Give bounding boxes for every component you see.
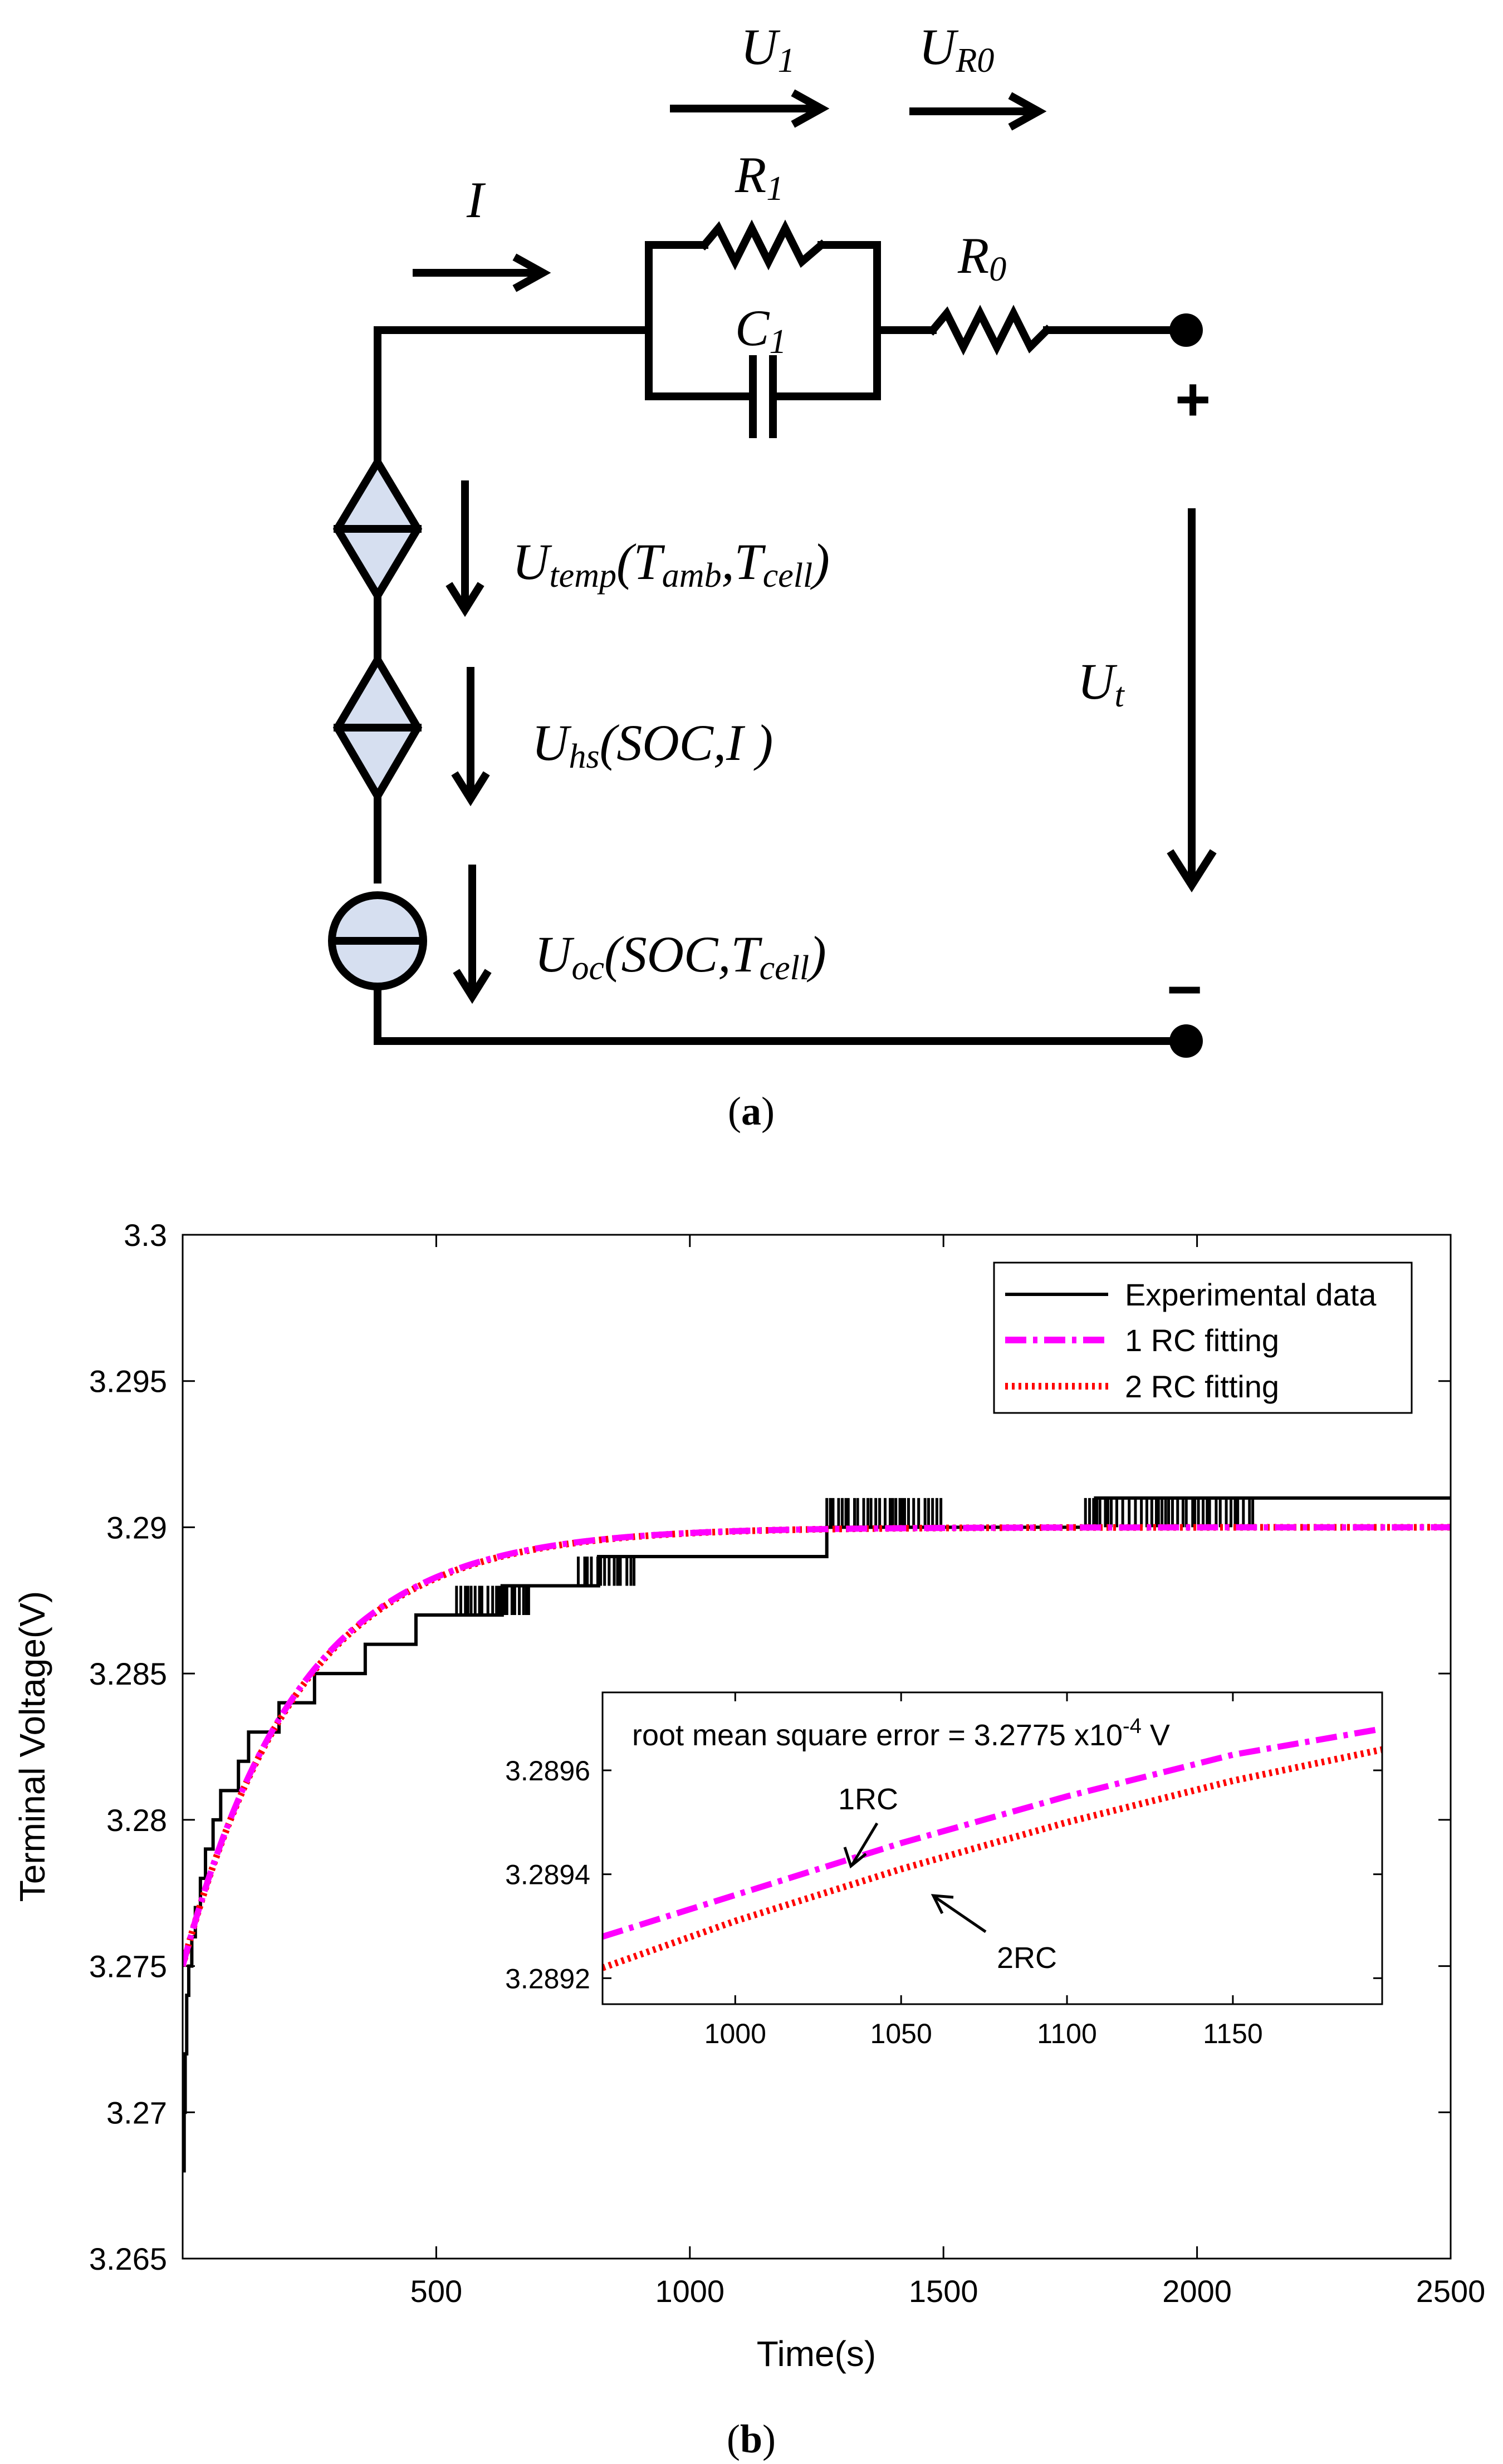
y-tick-label: 3.3: [124, 1218, 167, 1253]
x-tick-label: 2000: [1162, 2274, 1232, 2309]
caption-b: (b): [727, 2417, 776, 2461]
x-tick-label: 1500: [909, 2274, 978, 2309]
legend-label-2rc: 2 RC fitting: [1125, 1369, 1279, 1404]
inset-x-tick-label: 1150: [1203, 2018, 1263, 2049]
label-uhs: Uhs(SOC,I ): [532, 714, 773, 775]
series-experimental-noise: [496, 1586, 530, 1616]
r0-resistor: [927, 305, 1052, 356]
r1-resistor: [699, 219, 827, 271]
label-plus: +: [1175, 365, 1211, 434]
legend: Experimental data 1 RC fitting 2 RC fitt…: [993, 1262, 1413, 1414]
inset-series-1rc-line: [603, 1725, 1382, 1940]
inset-series-2rc-line: [603, 1746, 1382, 1971]
inset-zoom-panel: 1000 1050 1100 1150 3.2892 3.2894 3.2896 root …: [505, 1691, 1383, 2049]
label-current-i: I: [466, 171, 486, 228]
label-utemp: Utemp(Tamb,Tcell): [512, 533, 830, 595]
y-tick-label: 3.295: [89, 1364, 167, 1399]
series-experimental-noise: [825, 1498, 943, 1528]
main-axes-frame: [182, 1234, 1452, 2260]
inset-y-tick-label: 3.2894: [505, 1859, 590, 1891]
u1-arrow: [670, 89, 830, 128]
main-axis-ticks: 500 1000 1500 2000 2500 3.265 3.27 3.275 3.28 3.2…: [89, 1218, 1485, 2309]
uoc-arrow: [453, 865, 492, 1004]
y-tick-label: 3.28: [106, 1803, 167, 1838]
terminal-voltage-chart: 500 1000 1500 2000 2500 3.265 3.27 3.275 3.28 3.2…: [12, 1218, 1485, 2461]
c1-capacitor: [749, 355, 777, 438]
legend-box: [993, 1262, 1413, 1414]
inset-x-tick-label: 1000: [704, 2018, 766, 2049]
y-tick-label: 3.265: [89, 2241, 167, 2276]
series-experimental-noise: [1084, 1498, 1255, 1528]
legend-label-1rc: 1 RC fitting: [1125, 1323, 1279, 1358]
inset-axes-frame: [601, 1691, 1383, 2005]
inset-plot-area: [603, 1692, 1382, 2004]
rc-branch-box: [645, 241, 881, 400]
label-ur0: UR0: [919, 18, 994, 80]
y-axis-label: Terminal Voltage(V): [12, 1591, 52, 1902]
label-r1: R1: [735, 146, 784, 208]
uoc-source-symbol: [328, 891, 427, 990]
current-arrow-i: [413, 253, 551, 292]
uhs-arrow: [451, 667, 490, 807]
uhs-source-symbol: [332, 652, 423, 804]
y-tick-label: 3.275: [89, 1949, 167, 1984]
inset-rmse-annotation: root mean square error = 3.2775 x10-4 V: [632, 1715, 1170, 1752]
x-tick-label: 1000: [655, 2274, 725, 2309]
positive-terminal: [1169, 313, 1203, 347]
inset-label-1rc: 1RC: [838, 1783, 898, 1816]
inset-arrow-2rc: [931, 1894, 987, 1933]
inset-y-tick-label: 3.2896: [505, 1755, 590, 1786]
y-tick-label: 3.29: [106, 1510, 167, 1545]
inset-label-2rc: 2RC: [997, 1941, 1057, 1975]
x-axis-label: Time(s): [757, 2334, 876, 2374]
x-tick-label: 2500: [1416, 2274, 1486, 2309]
label-c1: C1: [735, 300, 786, 361]
inset-axis-ticks: 1000 1050 1100 1150 3.2892 3.2894 3.2896: [505, 1692, 1382, 2049]
inset-series-layer: [603, 1725, 1382, 1971]
label-minus: −: [1167, 955, 1202, 1024]
ut-arrow: [1167, 508, 1217, 893]
y-tick-label: 3.27: [106, 2095, 167, 2130]
label-u1: U1: [741, 18, 795, 80]
caption-a: (a): [728, 1089, 775, 1133]
y-tick-label: 3.285: [89, 1656, 167, 1691]
inset-x-tick-label: 1050: [870, 2018, 932, 2049]
inset-y-tick-label: 3.2892: [505, 1963, 590, 1994]
x-tick-label: 500: [410, 2274, 462, 2309]
utemp-source-symbol: [332, 454, 423, 603]
circuit-labels: U1 UR0 I R1 C1 R0 + − Ut Utemp(Tamb,Tcel…: [466, 18, 1211, 1133]
label-ut: Ut: [1078, 653, 1125, 714]
legend-label-experimental: Experimental data: [1125, 1277, 1377, 1312]
utemp-arrow: [445, 480, 484, 617]
inset-x-tick-label: 1100: [1037, 2018, 1097, 2049]
negative-terminal: [1169, 1024, 1203, 1058]
series-experimental-noise: [576, 1556, 636, 1586]
ur0-arrow: [909, 92, 1047, 131]
label-uoc: Uoc(SOC,Tcell): [535, 926, 826, 987]
equivalent-circuit-diagram: [328, 89, 1217, 1058]
label-r0: R0: [957, 227, 1006, 288]
inset-arrow-1rc: [843, 1822, 879, 1869]
main-series-layer: [183, 1496, 1451, 2173]
series-1rc-fitting-line: [183, 1524, 1451, 1967]
